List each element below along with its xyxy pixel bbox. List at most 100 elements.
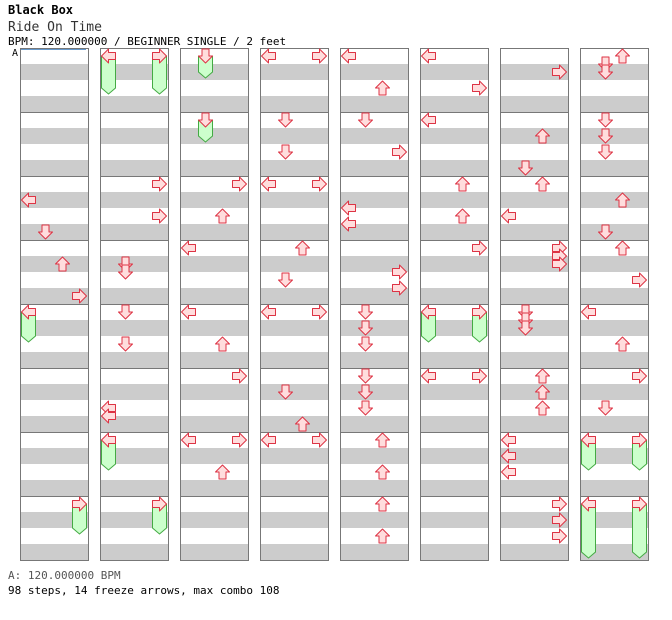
beat-stripe: [420, 128, 488, 144]
beat-stripe: [420, 64, 488, 80]
arrow-down-icon: [598, 224, 613, 240]
arrow-left-icon: [501, 464, 516, 480]
arrow-up-icon: [535, 176, 550, 192]
beat-stripe: [580, 96, 648, 112]
arrow-down-icon: [118, 264, 133, 280]
arrow-up-icon: [535, 128, 550, 144]
beat-stripe: [500, 416, 568, 432]
beat-stripe: [500, 384, 568, 400]
arrow-right-icon: [552, 512, 567, 528]
beat-stripe: [20, 256, 88, 272]
beat-stripe: [100, 128, 168, 144]
arrow-left-icon: [101, 432, 116, 448]
beat-stripe: [580, 160, 648, 176]
arrow-right-icon: [312, 432, 327, 448]
beat-stripe: [420, 352, 488, 368]
beat-stripe: [500, 480, 568, 496]
beat-stripe: [580, 416, 648, 432]
beat-stripe: [180, 288, 248, 304]
beat-stripe: [580, 128, 648, 144]
beat-stripe: [260, 224, 328, 240]
arrow-left-icon: [101, 48, 116, 64]
beat-stripe: [100, 448, 168, 464]
beat-stripe: [260, 448, 328, 464]
beat-stripe: [340, 128, 408, 144]
arrow-right-icon: [632, 496, 647, 512]
beat-stripe: [180, 128, 248, 144]
beat-stripe: [100, 416, 168, 432]
beat-stripe: [340, 320, 408, 336]
arrow-right-icon: [632, 432, 647, 448]
beat-stripe: [420, 256, 488, 272]
beat-stripe: [100, 352, 168, 368]
chart-column: [180, 48, 249, 561]
beat-stripe: [340, 352, 408, 368]
arrow-right-icon: [632, 272, 647, 288]
arrow-left-icon: [21, 192, 36, 208]
beat-stripe: [100, 96, 168, 112]
beat-stripe: [100, 224, 168, 240]
arrow-down-icon: [118, 336, 133, 352]
arrow-up-icon: [375, 464, 390, 480]
arrow-right-icon: [472, 304, 487, 320]
beat-stripe: [500, 544, 568, 560]
beat-stripe: [420, 224, 488, 240]
beat-stripe: [420, 416, 488, 432]
beat-stripe: [100, 512, 168, 528]
arrow-right-icon: [232, 432, 247, 448]
arrow-down-icon: [278, 384, 293, 400]
arrow-right-icon: [472, 240, 487, 256]
chart-column: [500, 48, 569, 561]
beat-stripe: [340, 448, 408, 464]
beat-stripe: [340, 224, 408, 240]
arrow-left-icon: [261, 48, 276, 64]
beat-stripe: [580, 192, 648, 208]
beat-stripe: [180, 224, 248, 240]
chart-column: [340, 48, 409, 561]
beat-stripe: [260, 480, 328, 496]
arrow-right-icon: [152, 176, 167, 192]
arrow-left-icon: [261, 432, 276, 448]
arrow-up-icon: [375, 80, 390, 96]
beat-stripe: [340, 192, 408, 208]
chart-column: [260, 48, 329, 561]
arrow-left-icon: [181, 240, 196, 256]
beat-stripe: [500, 192, 568, 208]
beat-stripe: [340, 96, 408, 112]
beat-stripe: [100, 480, 168, 496]
arrow-left-icon: [181, 432, 196, 448]
beat-stripe: [180, 512, 248, 528]
arrow-up-icon: [455, 208, 470, 224]
beat-stripe: [20, 448, 88, 464]
arrow-right-icon: [232, 368, 247, 384]
arrow-right-icon: [472, 80, 487, 96]
beat-stripe: [100, 544, 168, 560]
arrow-left-icon: [341, 200, 356, 216]
arrow-up-icon: [615, 336, 630, 352]
beat-stripe: [340, 512, 408, 528]
freeze-arrow-left: [581, 503, 596, 559]
beat-stripe: [20, 320, 88, 336]
beat-stripe: [420, 448, 488, 464]
beat-stripe: [260, 512, 328, 528]
arrow-right-icon: [552, 256, 567, 272]
arrow-up-icon: [535, 384, 550, 400]
beat-stripe: [180, 192, 248, 208]
arrow-down-icon: [598, 112, 613, 128]
arrow-left-icon: [501, 448, 516, 464]
beat-stripe: [420, 544, 488, 560]
beat-stripe: [100, 288, 168, 304]
chart-column: [20, 48, 89, 561]
arrow-left-icon: [501, 208, 516, 224]
arrow-up-icon: [375, 432, 390, 448]
beat-stripe: [20, 64, 88, 80]
beat-stripe: [500, 512, 568, 528]
beat-stripe: [420, 160, 488, 176]
beat-stripe: [100, 192, 168, 208]
chart-column: [580, 48, 649, 561]
beat-stripe: [180, 320, 248, 336]
arrow-down-icon: [358, 304, 373, 320]
beat-stripe: [180, 64, 248, 80]
arrow-down-icon: [358, 368, 373, 384]
